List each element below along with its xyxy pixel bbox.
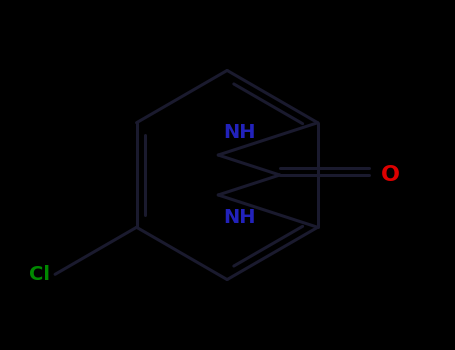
Text: NH: NH [223, 124, 256, 142]
Text: O: O [381, 165, 400, 185]
Text: Cl: Cl [29, 265, 50, 284]
Text: NH: NH [223, 208, 256, 226]
